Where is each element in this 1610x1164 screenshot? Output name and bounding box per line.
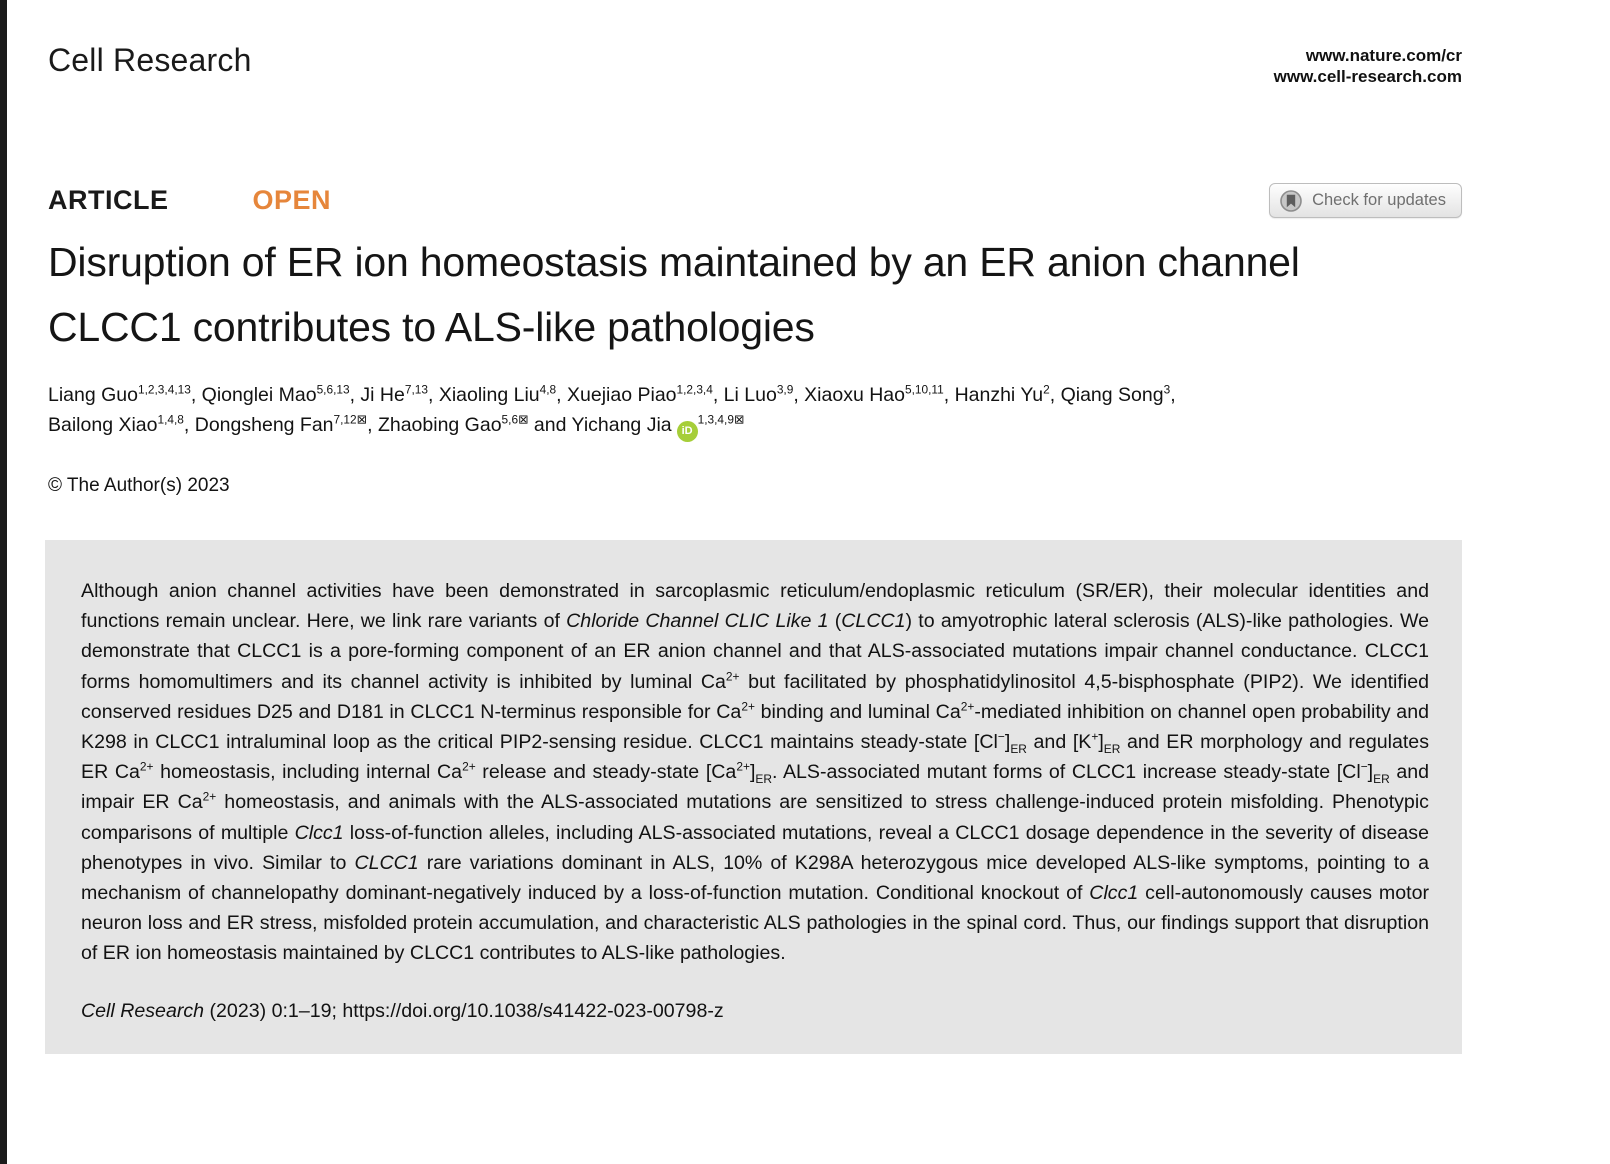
author-line-1: Liang Guo1,2,3,4,13, Qionglei Mao5,6,13,… [48,382,1176,406]
labels-row: ARTICLE OPEN Check for updates [48,183,1462,218]
journal-url-link[interactable]: www.cell-research.com [1273,67,1462,86]
copyright-notice: © The Author(s) 2023 [48,475,230,496]
corresponding-author-envelope-icon[interactable]: ⊠ [733,412,745,427]
citation-line[interactable]: Cell Research (2023) 0:1–19; https://doi… [81,999,724,1022]
open-access-label: OPEN [252,185,332,215]
abstract-box: Although anion channel activities have b… [45,540,1462,1054]
abstract-text: Although anion channel activities have b… [81,580,1430,965]
journal-logo: Cell Research [48,42,252,78]
check-for-updates-button[interactable]: Check for updates [1269,183,1462,218]
corresponding-author-envelope-icon[interactable]: ⊠ [356,412,368,427]
orcid-icon[interactable]: iD [676,421,698,442]
page-edge-strip [0,0,7,1164]
author-line-2: Bailong Xiao1,4,8, Dongsheng Fan7,12⊠, Z… [48,410,1462,442]
check-for-updates-label: Check for updates [1312,191,1446,209]
site-urls: www.nature.com/cr www.cell-research.com [1274,42,1462,87]
corresponding-author-envelope-icon[interactable]: ⊠ [518,412,529,427]
article-type-label: ARTICLE [48,185,169,215]
masthead: Cell Research www.nature.com/cr www.cell… [48,0,1462,87]
crossmark-icon [1279,189,1303,213]
article-title: Disruption of ER ion homeostasis maintai… [48,239,1300,350]
nature-url-link[interactable]: www.nature.com/cr [1305,46,1462,65]
author-list: Liang Guo1,2,3,4,13, Qionglei Mao5,6,13,… [48,380,1462,442]
